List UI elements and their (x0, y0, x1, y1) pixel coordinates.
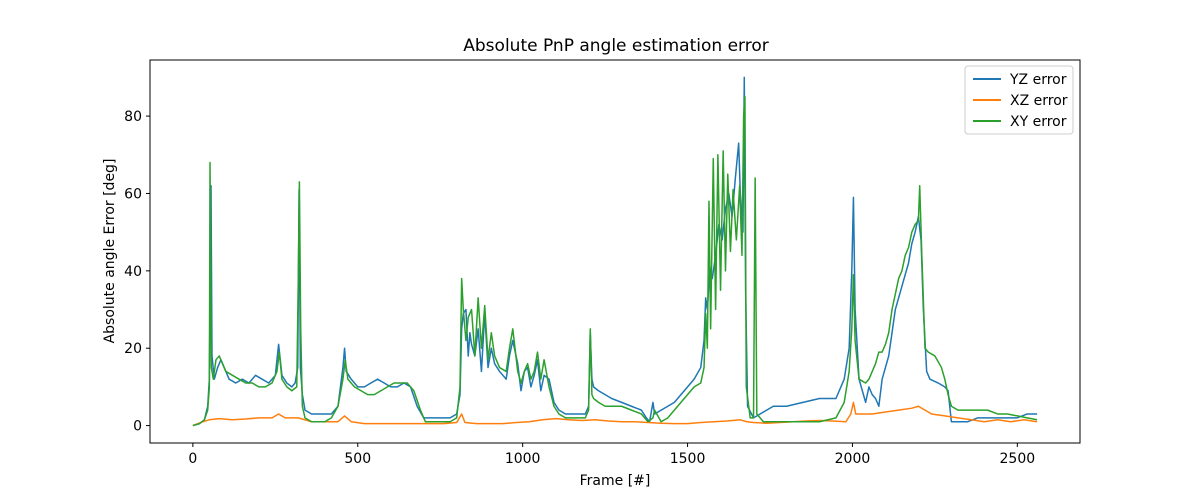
series-line-2 (192, 401, 1038, 427)
legend-box (964, 65, 1074, 135)
y-tick-label: 0 (133, 419, 142, 435)
y-tick-label: 60 (124, 186, 142, 202)
x-tick-label: 2000 (835, 451, 871, 467)
legend-label-3: XY error (1010, 114, 1067, 130)
legend-label-2: XZ error (1010, 93, 1068, 109)
series-line-1 (192, 76, 1038, 427)
y-axis-label: Absolute angle Error [deg] (102, 159, 118, 344)
x-tick-label: 1000 (505, 451, 541, 467)
series-line-3 (192, 96, 1038, 427)
x-axis-label: Frame [#] (580, 473, 651, 489)
series-lines (192, 76, 1038, 427)
x-tick-label: 0 (188, 451, 197, 467)
x-tick-label: 2500 (1000, 451, 1036, 467)
y-tick-label: 20 (124, 341, 142, 357)
y-tick-label: 80 (124, 109, 142, 125)
x-axis: 0 500 1000 1500 2000 2500 (188, 443, 1035, 467)
y-tick-label: 40 (124, 264, 142, 280)
plot-frame (149, 59, 1081, 444)
legend-label-1: YZ error (1009, 72, 1067, 88)
x-tick-label: 500 (344, 451, 371, 467)
chart-title: Absolute PnP angle estimation error (463, 36, 768, 56)
y-axis: 0 20 40 60 80 (124, 109, 150, 435)
x-tick-label: 1500 (670, 451, 706, 467)
legend: YZ error XZ error XY error (964, 65, 1074, 135)
